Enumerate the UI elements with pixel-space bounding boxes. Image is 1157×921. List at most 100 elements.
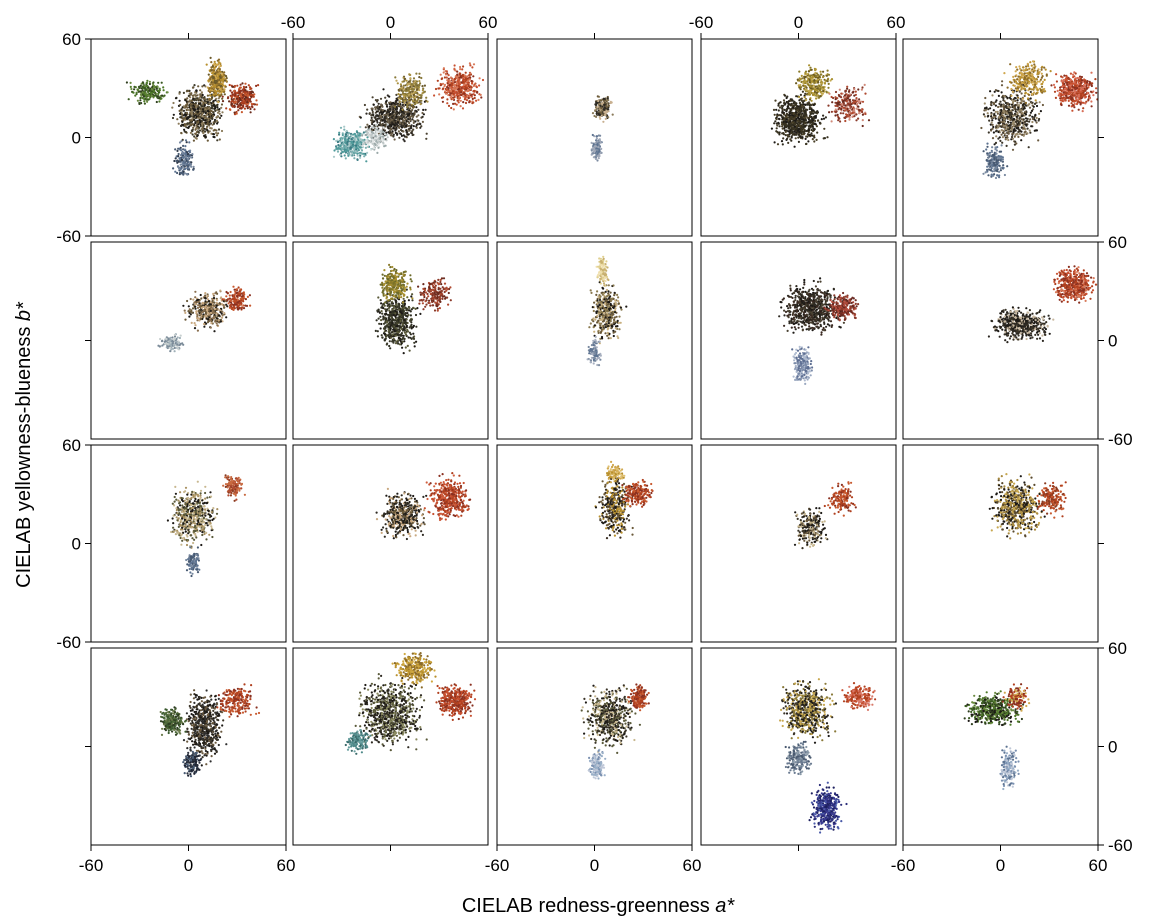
data-point bbox=[393, 138, 396, 141]
data-point bbox=[461, 68, 464, 71]
data-point bbox=[176, 171, 179, 175]
data-point bbox=[211, 65, 214, 68]
data-point bbox=[402, 80, 405, 83]
data-point bbox=[607, 104, 611, 107]
data-point bbox=[401, 86, 404, 89]
data-point bbox=[190, 156, 193, 159]
data-point bbox=[1024, 117, 1028, 120]
data-point bbox=[158, 100, 161, 103]
data-point bbox=[793, 123, 797, 126]
data-point bbox=[140, 94, 143, 97]
data-point bbox=[853, 94, 856, 97]
data-point bbox=[606, 102, 609, 105]
data-point bbox=[837, 108, 840, 111]
data-point bbox=[826, 136, 829, 139]
data-point bbox=[176, 118, 179, 121]
data-point bbox=[144, 97, 147, 100]
data-point bbox=[193, 84, 196, 87]
data-point bbox=[798, 99, 801, 102]
data-point bbox=[419, 126, 422, 129]
data-point bbox=[814, 85, 817, 88]
data-point bbox=[208, 107, 211, 110]
data-point bbox=[379, 123, 382, 126]
data-point bbox=[181, 166, 184, 169]
data-point bbox=[236, 95, 239, 98]
data-point bbox=[403, 122, 406, 125]
data-point bbox=[217, 128, 221, 131]
data-point bbox=[229, 89, 232, 92]
data-point bbox=[182, 170, 185, 173]
data-point bbox=[178, 167, 181, 170]
data-point bbox=[808, 81, 811, 84]
data-point bbox=[382, 129, 385, 132]
data-point bbox=[200, 113, 203, 116]
data-point bbox=[222, 90, 226, 94]
data-point bbox=[393, 117, 396, 120]
data-point bbox=[857, 108, 860, 111]
data-point bbox=[359, 116, 362, 119]
data-point bbox=[780, 104, 783, 107]
data-point bbox=[838, 95, 841, 98]
data-point bbox=[207, 79, 210, 82]
data-point bbox=[804, 103, 807, 106]
data-point bbox=[410, 92, 413, 95]
data-point bbox=[337, 144, 340, 147]
data-point bbox=[793, 130, 796, 133]
data-point bbox=[411, 108, 414, 112]
data-point bbox=[782, 137, 785, 140]
data-point bbox=[224, 85, 227, 88]
data-point bbox=[795, 104, 798, 107]
data-point bbox=[799, 93, 803, 96]
data-point bbox=[209, 94, 212, 97]
data-point bbox=[853, 115, 856, 118]
data-point bbox=[208, 108, 211, 112]
data-point bbox=[180, 108, 183, 111]
data-point bbox=[416, 99, 419, 102]
data-point bbox=[809, 115, 812, 119]
data-point bbox=[593, 114, 596, 118]
data-point bbox=[375, 126, 378, 129]
data-point bbox=[217, 97, 220, 100]
data-point bbox=[172, 113, 175, 116]
data-point bbox=[416, 88, 419, 91]
data-point bbox=[200, 105, 203, 108]
data-point bbox=[350, 134, 353, 137]
data-point bbox=[251, 91, 255, 94]
data-point bbox=[371, 126, 374, 129]
data-point bbox=[369, 148, 372, 151]
data-point bbox=[463, 92, 466, 95]
data-point bbox=[395, 79, 398, 82]
data-point bbox=[212, 133, 216, 136]
data-point bbox=[787, 119, 790, 122]
data-point bbox=[456, 70, 459, 73]
data-point bbox=[459, 99, 462, 102]
data-point bbox=[198, 119, 201, 122]
data-point bbox=[410, 104, 413, 108]
data-point bbox=[243, 100, 246, 103]
data-point bbox=[214, 85, 217, 88]
data-point bbox=[411, 130, 414, 133]
data-point bbox=[142, 82, 145, 85]
panel-points bbox=[770, 64, 871, 148]
data-point bbox=[807, 140, 810, 143]
data-point bbox=[129, 81, 132, 84]
data-point bbox=[216, 89, 219, 93]
data-point bbox=[236, 103, 239, 106]
data-point bbox=[843, 109, 847, 112]
data-point bbox=[811, 138, 814, 141]
data-point bbox=[191, 123, 194, 126]
data-point bbox=[468, 92, 471, 95]
data-point bbox=[373, 144, 376, 147]
data-point bbox=[214, 82, 217, 85]
data-point bbox=[184, 151, 187, 155]
data-point bbox=[800, 109, 803, 113]
data-point bbox=[374, 106, 377, 109]
data-point bbox=[848, 107, 851, 110]
data-point bbox=[812, 87, 815, 90]
data-point bbox=[257, 84, 260, 87]
data-point bbox=[193, 103, 197, 106]
data-point bbox=[177, 165, 180, 169]
data-point bbox=[210, 97, 213, 100]
data-point bbox=[845, 100, 848, 103]
data-point bbox=[813, 81, 816, 84]
